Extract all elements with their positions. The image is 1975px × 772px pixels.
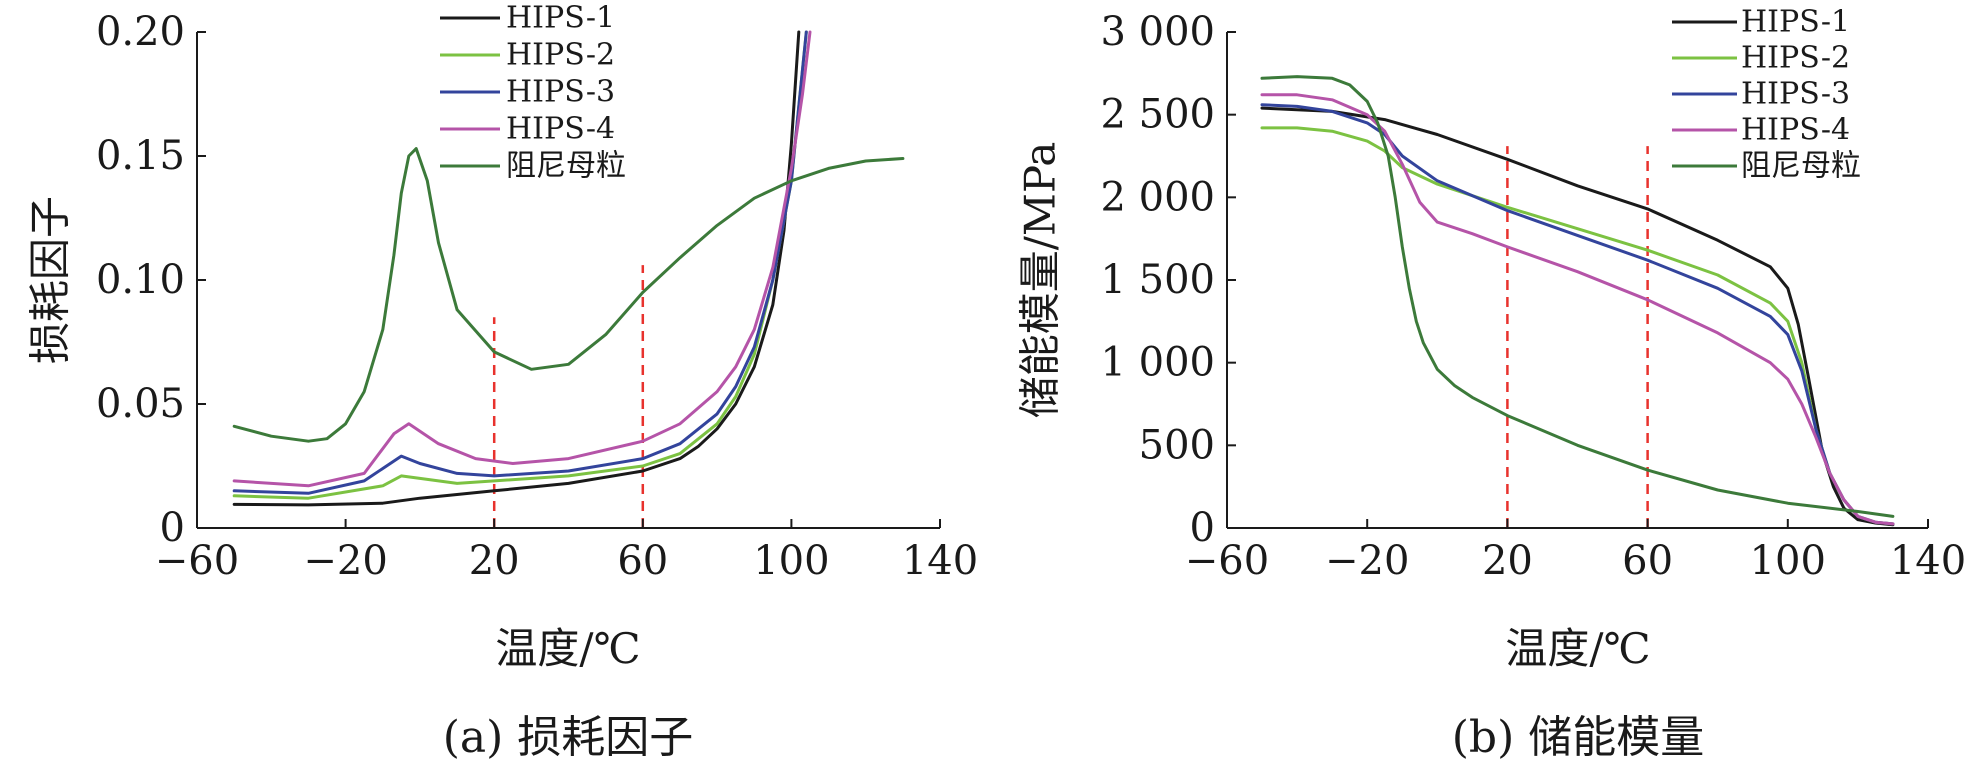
legend-label: HIPS-1 [506, 1, 615, 36]
x-axis-title: 温度/℃ [495, 624, 640, 673]
x-tick-label: 140 [1890, 538, 1966, 584]
series-line [232, 30, 801, 507]
x-tick-label: −20 [1325, 538, 1409, 584]
x-tick-label: 100 [753, 538, 829, 584]
series-line [1260, 93, 1895, 526]
x-tick-label: 60 [1622, 538, 1673, 584]
series-line [232, 30, 808, 495]
series-line [232, 147, 905, 443]
y-tick-label: 2 000 [1100, 174, 1215, 220]
legend-label: HIPS-3 [1741, 77, 1850, 112]
chart-panel-storage-modulus: −60 −20 20 60 100 140 0 500 1 000 1 500 2 000 2 500… [1016, 5, 1967, 764]
legend-label: HIPS-4 [1741, 113, 1850, 148]
y-tick-label: 0.10 [96, 257, 185, 303]
chart-panel-loss-factor: −60 −20 20 60 100 140 0 0.05 0.10 0.15 0.20 HIPS-1… [26, 1, 979, 764]
y-tick-label: 0.05 [96, 381, 185, 427]
x-tick-label: 20 [469, 538, 520, 584]
y-tick-label: 0 [1190, 505, 1215, 551]
series-line [232, 30, 812, 488]
y-tick-label: 500 [1139, 422, 1215, 468]
y-tick-label: 2 500 [1100, 92, 1215, 138]
x-tick-label: 100 [1750, 538, 1826, 584]
y-tick-label: 0.20 [96, 9, 185, 55]
series-lines [1260, 75, 1895, 527]
legend-label: 阻尼母粒 [1741, 149, 1861, 184]
legend-label: HIPS-2 [1741, 41, 1850, 76]
y-axis-title: 损耗因子 [26, 196, 75, 364]
y-tick-label: 0 [160, 505, 185, 551]
y-tick-label: 1 500 [1100, 257, 1215, 303]
legend-label: HIPS-2 [506, 38, 615, 73]
reference-lines [1506, 146, 1649, 528]
y-tick-label: 0.15 [96, 133, 185, 179]
panel-caption: (b) 储能模量 [1452, 712, 1704, 763]
tick-marks: −60 −20 20 60 100 140 0 500 1 000 1 500 2 000 2 500… [1100, 9, 1966, 584]
x-tick-label: 20 [1482, 538, 1533, 584]
legend-label: HIPS-4 [506, 112, 615, 147]
panel-caption: (a) 损耗因子 [443, 712, 694, 763]
y-axis-title: 储能模量/MPa [1016, 142, 1065, 419]
x-tick-label: −60 [155, 538, 239, 584]
x-tick-label: 60 [617, 538, 668, 584]
x-tick-label: −20 [303, 538, 387, 584]
legend-label: 阻尼母粒 [506, 149, 626, 184]
series-line [1260, 75, 1895, 518]
x-tick-label: 140 [902, 538, 978, 584]
series-lines [232, 30, 905, 507]
tick-marks: −60 −20 20 60 100 140 0 0.05 0.10 0.15 0.20 [96, 9, 978, 584]
legend-label: HIPS-1 [1741, 5, 1850, 40]
x-tick-label: −60 [1185, 538, 1269, 584]
legend-label: HIPS-3 [506, 75, 615, 110]
y-tick-label: 1 000 [1100, 340, 1215, 386]
x-axis-title: 温度/℃ [1505, 624, 1650, 673]
y-tick-label: 3 000 [1100, 9, 1215, 55]
